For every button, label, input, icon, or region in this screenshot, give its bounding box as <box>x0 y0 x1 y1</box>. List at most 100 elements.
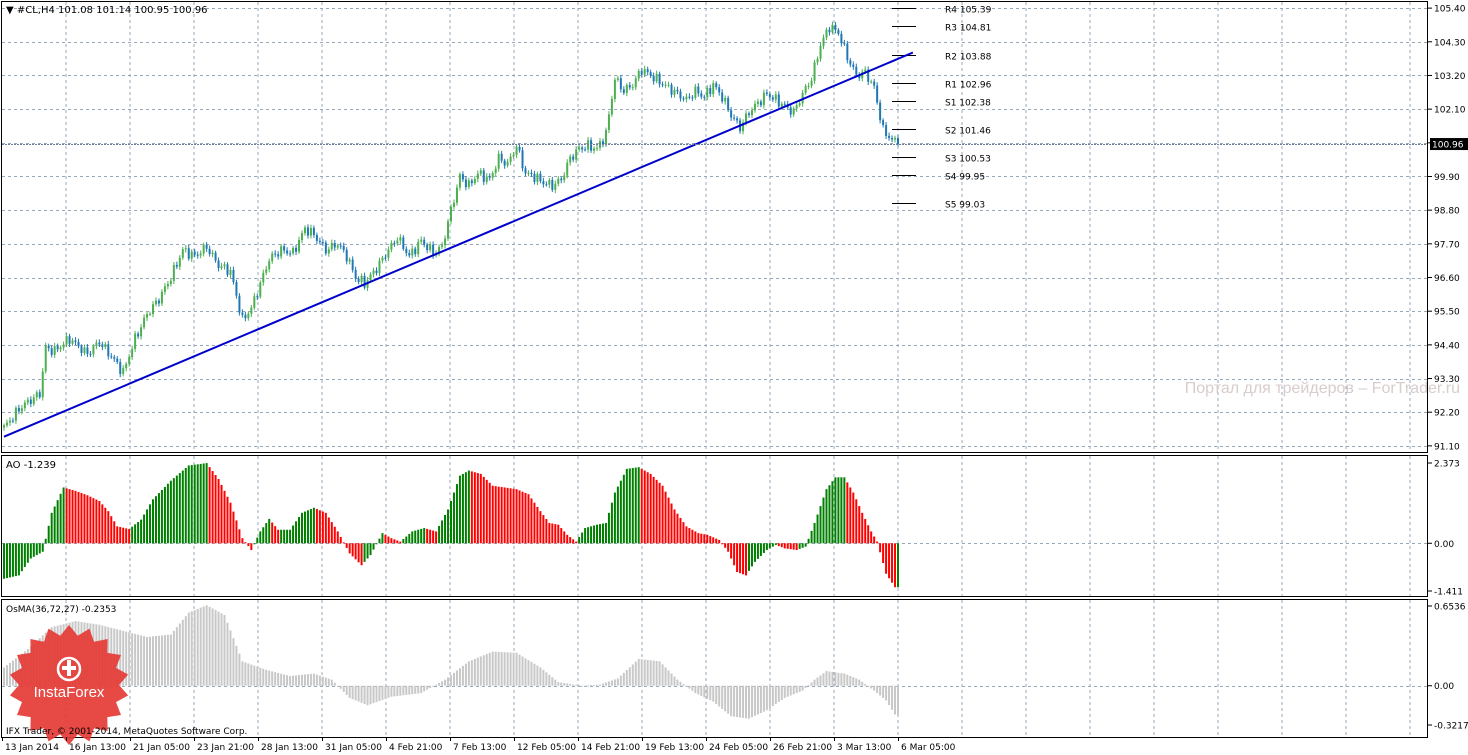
candle-156 <box>467 177 470 190</box>
ao-bar-190 <box>569 537 572 544</box>
osma-bar-1 <box>5 665 8 686</box>
osma-bar-207 <box>619 675 622 686</box>
ao-bar-20 <box>62 487 65 544</box>
osma-bar-144 <box>432 685 435 687</box>
osma-bar-104 <box>312 673 315 686</box>
ao-bar-147 <box>441 520 444 544</box>
candle-24 <box>74 337 77 346</box>
time-tick-label-8: 12 Feb 05:00 <box>517 743 576 753</box>
candle-121 <box>363 272 366 290</box>
ao-bar-84 <box>253 543 256 545</box>
osma-bar-220 <box>658 661 661 686</box>
osma-bar-202 <box>604 682 607 686</box>
osma-bar-275 <box>822 673 825 686</box>
ao-bar-257 <box>768 543 771 549</box>
candle-245 <box>733 114 736 121</box>
osma-bar-239 <box>715 685 718 705</box>
candle-172 <box>515 144 518 159</box>
ao-bar-12 <box>38 543 41 554</box>
candle-284 <box>849 58 852 68</box>
candle-184 <box>551 176 554 193</box>
candle-114 <box>342 242 345 253</box>
osma-bar-101 <box>303 674 306 686</box>
osma-bar-91 <box>274 672 277 686</box>
candle-65 <box>196 251 199 259</box>
trendline[interactable] <box>3 51 914 438</box>
osma-bar-45 <box>137 634 140 686</box>
candle-15 <box>47 343 50 352</box>
osma-bar-124 <box>372 685 375 704</box>
ao-bar-203 <box>607 512 610 544</box>
candle-9 <box>29 396 32 408</box>
ao-bar-49 <box>149 504 152 544</box>
candle-228 <box>682 96 685 102</box>
osma-bar-279 <box>834 672 837 686</box>
osma-bar-177 <box>530 661 533 686</box>
candle-111 <box>333 239 336 251</box>
candle-133 <box>399 234 402 244</box>
candle-105 <box>315 232 318 244</box>
osma-tick-label-1: 0.00 <box>1434 682 1454 692</box>
ao-bar-200 <box>599 524 601 544</box>
candle-153 <box>458 172 461 191</box>
osma-bar-185 <box>554 679 557 686</box>
candle-187 <box>560 176 563 184</box>
ao-bar-290 <box>867 525 870 544</box>
osma-bar-194 <box>581 685 584 687</box>
candle-224 <box>670 82 673 98</box>
ao-bar-66 <box>199 463 202 544</box>
time-tick-label-3: 23 Jan 21:00 <box>197 743 254 753</box>
candle-44 <box>134 330 137 353</box>
candle-137 <box>411 245 414 259</box>
candle-109 <box>327 246 330 257</box>
osma-bar-71 <box>214 610 217 686</box>
osma-bar-237 <box>709 685 712 701</box>
time-tick-label-6: 4 Feb 21:00 <box>389 743 443 753</box>
ao-bar-156 <box>467 470 470 544</box>
osma-bar-165 <box>494 651 497 686</box>
ao-bar-4 <box>14 543 17 577</box>
osma-bar-292 <box>873 685 876 691</box>
pivot-levels: R4 105.39 R3 104.81 R2 103.88 R1 102.96 S1 1… <box>892 6 992 211</box>
candle-152 <box>455 184 458 206</box>
price-tick-label-0: 105.40 <box>1434 5 1466 15</box>
ao-bar-116 <box>348 543 351 554</box>
osma-bar-167 <box>500 652 503 686</box>
instaforex-emblem-icon <box>56 656 82 682</box>
ao-bar-238 <box>712 537 715 544</box>
ao-bar-103 <box>309 509 312 544</box>
candle-227 <box>679 88 682 102</box>
candle-124 <box>372 267 375 278</box>
osma-bar-125 <box>375 685 378 703</box>
candle-0 <box>3 423 5 431</box>
osma-bar-61 <box>184 616 187 686</box>
osma-bar-209 <box>625 670 628 686</box>
ao-bar-270 <box>807 538 810 544</box>
candle-45 <box>137 331 140 339</box>
candle-13 <box>41 368 44 401</box>
ao-bar-280 <box>837 477 840 544</box>
osma-bar-186 <box>557 682 560 686</box>
ao-bar-50 <box>152 499 154 544</box>
ao-bar-153 <box>458 475 461 544</box>
ao-bar-237 <box>709 536 712 544</box>
ao-bar-229 <box>685 526 688 544</box>
candle-186 <box>557 176 560 187</box>
candle-252 <box>753 100 756 113</box>
ao-bar-260 <box>777 543 780 547</box>
ao-bar-6 <box>20 543 23 572</box>
ao-bar-246 <box>736 543 739 573</box>
osma-bar-0 <box>3 667 5 686</box>
ao-bar-35 <box>107 511 110 544</box>
ao-bar-34 <box>104 507 107 544</box>
candle-142 <box>426 242 429 254</box>
ao-bar-144 <box>432 530 435 544</box>
ao-bar-97 <box>292 525 295 544</box>
candle-214 <box>640 67 643 78</box>
osma-bar-228 <box>682 684 685 686</box>
ao-bar-278 <box>831 481 834 544</box>
ao-bar-176 <box>527 494 530 544</box>
candle-138 <box>414 246 417 257</box>
price-tick-label-2: 103.20 <box>1434 72 1466 82</box>
ao-bar-235 <box>703 534 706 544</box>
